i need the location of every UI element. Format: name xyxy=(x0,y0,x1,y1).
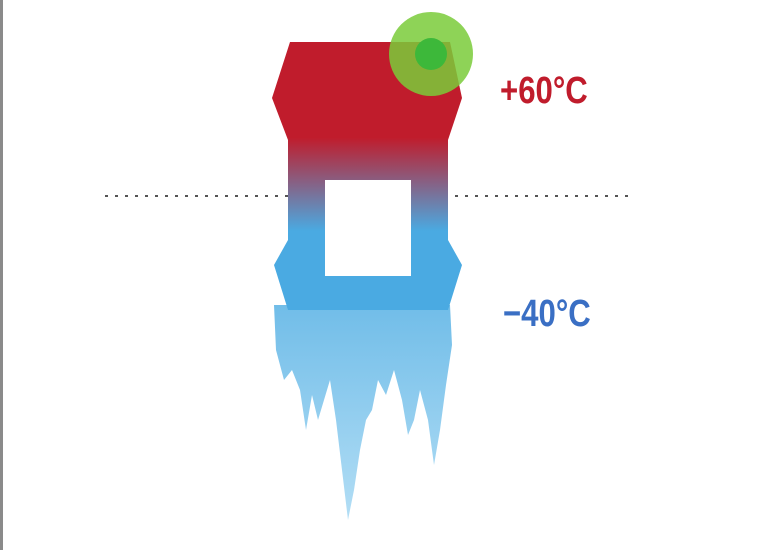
window xyxy=(325,180,411,276)
thermometer-body xyxy=(272,42,462,310)
left-border xyxy=(0,0,3,550)
cold-label: −40°C xyxy=(503,293,591,335)
indicator-dot xyxy=(415,38,447,70)
icicles xyxy=(274,305,452,520)
hot-label: +60°C xyxy=(500,70,588,112)
